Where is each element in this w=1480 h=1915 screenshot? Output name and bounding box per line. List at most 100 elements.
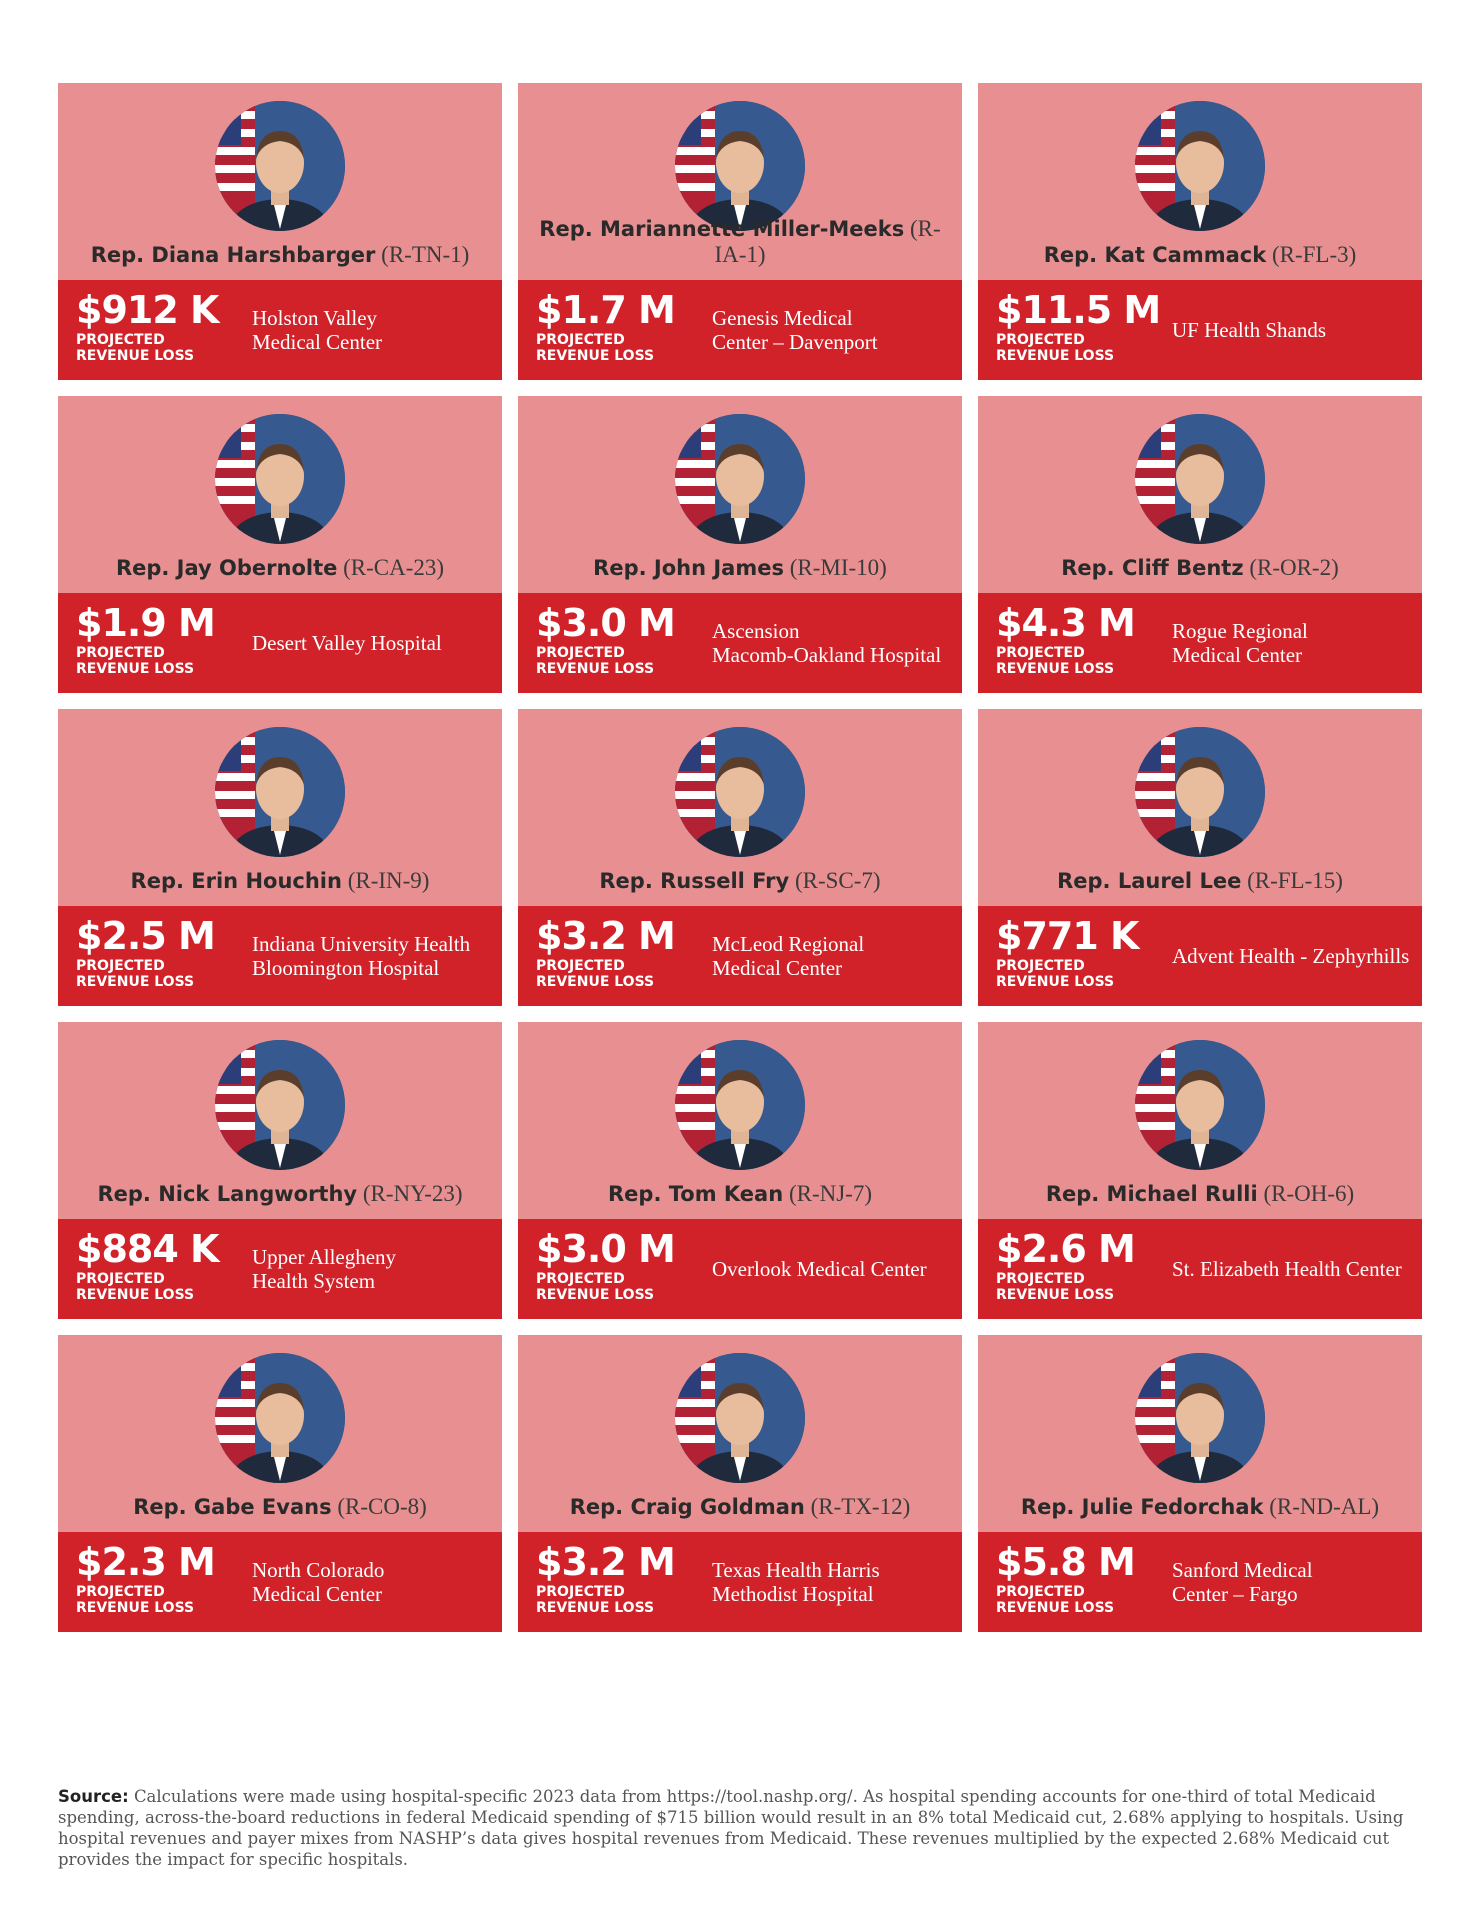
hospital-line: UF Health Shands: [1172, 318, 1326, 342]
revenue-loss-amount: $1.7 M: [536, 288, 676, 332]
card-header: Rep. Julie Fedorchak (R-ND-AL): [978, 1335, 1422, 1532]
portrait-icon: [675, 1040, 805, 1170]
card-revenue-panel: $3.0 M PROJECTED REVENUE LOSS Ascension M…: [518, 593, 962, 693]
rep-name: Rep. Diana Harshbarger: [90, 243, 376, 267]
rep-district: (R-SC-7): [794, 868, 881, 893]
hospital-name: UF Health Shands: [1172, 280, 1412, 380]
hospital-name: Rogue Regional Medical Center: [1172, 593, 1412, 693]
rep-name: Rep. Cliff Bentz: [1061, 556, 1244, 580]
revenue-loss-amount: $2.3 M: [76, 1540, 216, 1584]
portrait-photo: [1135, 101, 1265, 231]
revenue-loss-amount: $4.3 M: [996, 601, 1136, 645]
card-header: Rep. Tom Kean (R-NJ-7): [518, 1022, 962, 1219]
card-revenue-panel: $771 K PROJECTED REVENUE LOSS Advent Hea…: [978, 906, 1422, 1006]
hospital-line: Medical Center: [1172, 643, 1303, 667]
portrait-photo: [675, 727, 805, 857]
rep-name: Rep. Erin Houchin: [130, 869, 342, 893]
hospital-name: Holston Valley Medical Center: [252, 280, 492, 380]
rep-district: (R-MI-10): [789, 555, 887, 580]
card-revenue-panel: $3.2 M PROJECTED REVENUE LOSS Texas Heal…: [518, 1532, 962, 1632]
hospital-line: Macomb-Oakland Hospital: [712, 643, 942, 667]
source-text: Calculations were made using hospital-sp…: [58, 1787, 1404, 1869]
card-revenue-panel: $1.7 M PROJECTED REVENUE LOSS Genesis Me…: [518, 280, 962, 380]
representative-card: Rep. Mariannette Miller-Meeks (R-IA-1) $…: [518, 83, 962, 380]
representative-name: Rep. Tom Kean (R-NJ-7): [528, 1181, 952, 1207]
representative-card: Rep. Diana Harshbarger (R-TN-1) $912 K P…: [58, 83, 502, 380]
representative-card: Rep. Michael Rulli (R-OH-6) $2.6 M PROJE…: [978, 1022, 1422, 1319]
revenue-loss-label: PROJECTED REVENUE LOSS: [536, 645, 655, 677]
card-header: Rep. John James (R-MI-10): [518, 396, 962, 593]
portrait-photo: [1135, 414, 1265, 544]
portrait-icon: [215, 1353, 345, 1483]
hospital-name: Ascension Macomb-Oakland Hospital: [712, 593, 952, 693]
rep-name: Rep. Jay Obernolte: [115, 556, 338, 580]
representative-name: Rep. Gabe Evans (R-CO-8): [68, 1494, 492, 1520]
rep-district: (R-OR-2): [1249, 555, 1339, 580]
representative-name: Rep. Michael Rulli (R-OH-6): [988, 1181, 1412, 1207]
representative-card: Rep. John James (R-MI-10) $3.0 M PROJECT…: [518, 396, 962, 693]
revenue-loss-label: PROJECTED REVENUE LOSS: [996, 1584, 1115, 1616]
hospital-line: St. Elizabeth Health Center: [1172, 1257, 1402, 1281]
hospital-name: Overlook Medical Center: [712, 1219, 952, 1319]
revenue-loss-label: PROJECTED REVENUE LOSS: [996, 1271, 1115, 1303]
rep-district: (R-FL-3): [1271, 242, 1357, 267]
hospital-line: Center – Davenport: [712, 330, 878, 354]
hospital-name: Advent Health - Zephyrhills: [1172, 906, 1412, 1006]
card-header: Rep. Michael Rulli (R-OH-6): [978, 1022, 1422, 1219]
representative-card: Rep. Julie Fedorchak (R-ND-AL) $5.8 M PR…: [978, 1335, 1422, 1632]
rep-name: Rep. Craig Goldman: [569, 1495, 805, 1519]
hospital-line: Sanford Medical: [1172, 1558, 1313, 1582]
hospital-name: Desert Valley Hospital: [252, 593, 492, 693]
hospital-name: McLeod Regional Medical Center: [712, 906, 952, 1006]
rep-name: Rep. Julie Fedorchak: [1020, 1495, 1264, 1519]
rep-name: Rep. Tom Kean: [608, 1182, 784, 1206]
rep-district: (R-CA-23): [343, 555, 445, 580]
hospital-line: Medical Center: [712, 956, 843, 980]
representative-card: Rep. Nick Langworthy (R-NY-23) $884 K PR…: [58, 1022, 502, 1319]
rep-district: (R-ND-AL): [1269, 1494, 1380, 1519]
hospital-name: St. Elizabeth Health Center: [1172, 1219, 1412, 1319]
card-revenue-panel: $912 K PROJECTED REVENUE LOSS Holston Va…: [58, 280, 502, 380]
hospital-line: Center – Fargo: [1172, 1582, 1298, 1606]
card-header: Rep. Diana Harshbarger (R-TN-1): [58, 83, 502, 280]
card-revenue-panel: $11.5 M PROJECTED REVENUE LOSS UF Health…: [978, 280, 1422, 380]
card-revenue-panel: $2.5 M PROJECTED REVENUE LOSS Indiana Un…: [58, 906, 502, 1006]
representatives-grid: Rep. Diana Harshbarger (R-TN-1) $912 K P…: [58, 83, 1422, 1632]
revenue-loss-label: PROJECTED REVENUE LOSS: [76, 958, 195, 990]
revenue-loss-label: PROJECTED REVENUE LOSS: [76, 645, 195, 677]
rep-name: Rep. Mariannette Miller-Meeks: [539, 217, 905, 241]
revenue-loss-amount: $912 K: [76, 288, 219, 332]
card-revenue-panel: $5.8 M PROJECTED REVENUE LOSS Sanford Me…: [978, 1532, 1422, 1632]
hospital-line: Medical Center: [252, 330, 383, 354]
card-revenue-panel: $3.2 M PROJECTED REVENUE LOSS McLeod Reg…: [518, 906, 962, 1006]
rep-district: (R-IN-9): [347, 868, 430, 893]
card-header: Rep. Gabe Evans (R-CO-8): [58, 1335, 502, 1532]
source-note: Source: Calculations were made using hos…: [58, 1786, 1422, 1870]
representative-name: Rep. Kat Cammack (R-FL-3): [988, 242, 1412, 268]
revenue-loss-amount: $3.2 M: [536, 914, 676, 958]
source-label: Source:: [58, 1787, 129, 1806]
portrait-photo: [215, 1353, 345, 1483]
hospital-line: Upper Allegheny: [252, 1245, 397, 1269]
representative-name: Rep. John James (R-MI-10): [528, 555, 952, 581]
representative-card: Rep. Gabe Evans (R-CO-8) $2.3 M PROJECTE…: [58, 1335, 502, 1632]
revenue-loss-amount: $884 K: [76, 1227, 219, 1271]
card-header: Rep. Mariannette Miller-Meeks (R-IA-1): [518, 83, 962, 280]
card-header: Rep. Erin Houchin (R-IN-9): [58, 709, 502, 906]
card-revenue-panel: $2.6 M PROJECTED REVENUE LOSS St. Elizab…: [978, 1219, 1422, 1319]
hospital-line: Methodist Hospital: [712, 1582, 874, 1606]
hospital-name: Upper Allegheny Health System: [252, 1219, 492, 1319]
revenue-loss-amount: $11.5 M: [996, 288, 1161, 332]
revenue-loss-amount: $2.6 M: [996, 1227, 1136, 1271]
revenue-loss-amount: $1.9 M: [76, 601, 216, 645]
card-header: Rep. Cliff Bentz (R-OR-2): [978, 396, 1422, 593]
portrait-icon: [675, 727, 805, 857]
rep-name: Rep. Russell Fry: [599, 869, 790, 893]
portrait-photo: [215, 101, 345, 231]
representative-card: Rep. Jay Obernolte (R-CA-23) $1.9 M PROJ…: [58, 396, 502, 693]
representative-card: Rep. Tom Kean (R-NJ-7) $3.0 M PROJECTED …: [518, 1022, 962, 1319]
portrait-icon: [1135, 414, 1265, 544]
portrait-photo: [675, 1040, 805, 1170]
representative-card: Rep. Craig Goldman (R-TX-12) $3.2 M PROJ…: [518, 1335, 962, 1632]
revenue-loss-label: PROJECTED REVENUE LOSS: [996, 958, 1115, 990]
